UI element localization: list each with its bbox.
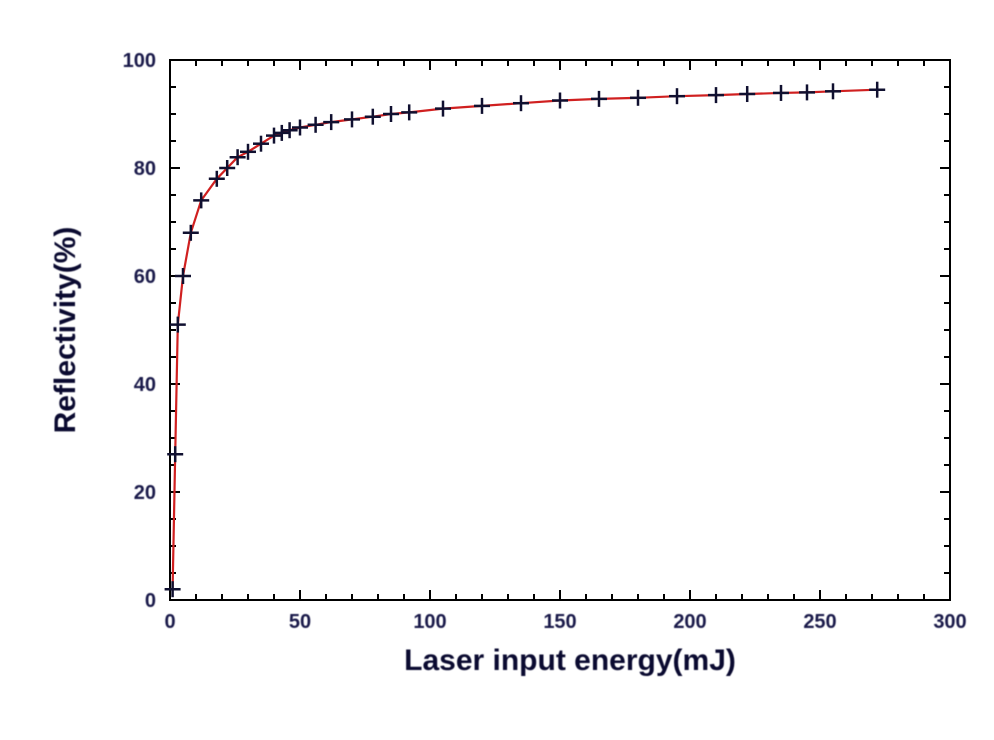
y-tick-label: 0 — [145, 590, 156, 612]
chart-bg — [0, 0, 994, 740]
y-axis-title: Reflectivity(%) — [49, 227, 82, 434]
chart-svg: 0 50 100 150 200 250 300 0 20 40 60 80 100 Laser inpu… — [0, 0, 994, 740]
x-tick-label: 250 — [803, 611, 836, 633]
x-tick-label: 150 — [543, 611, 576, 633]
y-tick-label: 100 — [123, 50, 156, 72]
y-tick-label: 60 — [134, 266, 156, 288]
y-tick-label: 40 — [134, 374, 156, 396]
x-tick-label: 50 — [289, 611, 311, 633]
y-tick-label: 80 — [134, 158, 156, 180]
y-tick-label: 20 — [134, 482, 156, 504]
x-tick-label: 0 — [164, 611, 175, 633]
x-tick-label: 200 — [673, 611, 706, 633]
x-tick-label: 100 — [413, 611, 446, 633]
chart-container: 0 50 100 150 200 250 300 0 20 40 60 80 100 Laser inpu… — [0, 0, 994, 740]
x-axis-title: Laser input energy(mJ) — [404, 644, 736, 677]
x-tick-label: 300 — [933, 611, 966, 633]
